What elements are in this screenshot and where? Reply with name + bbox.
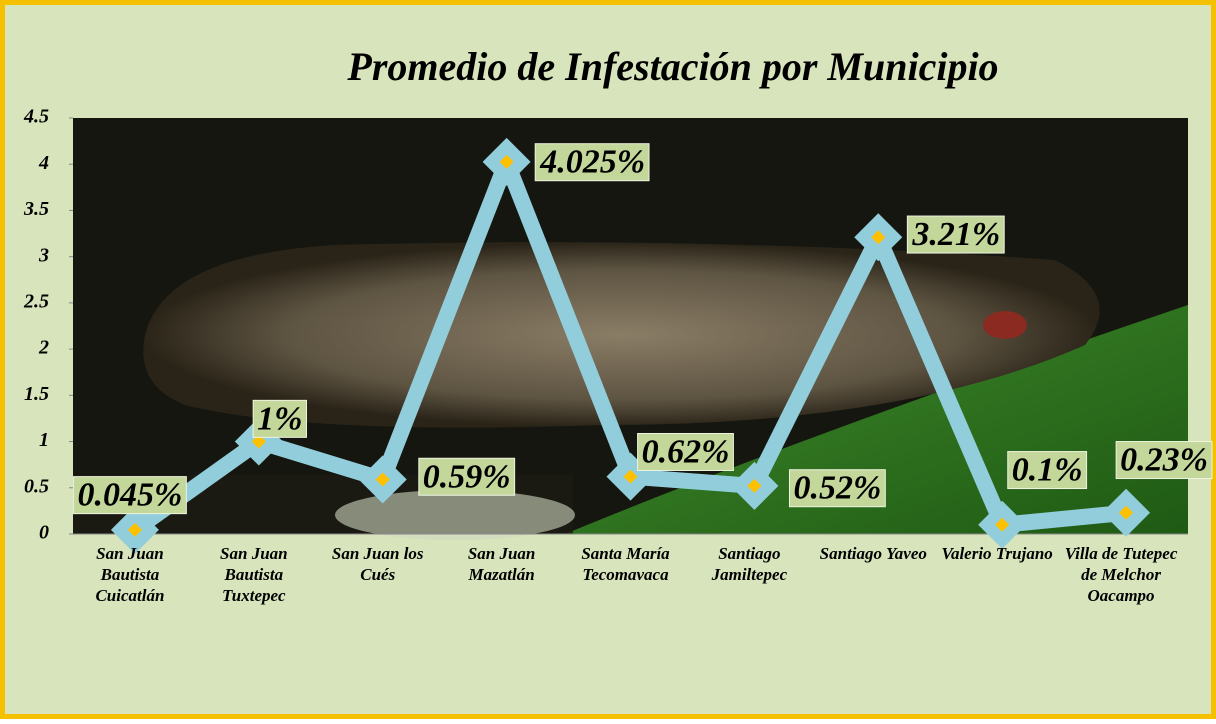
y-tick-label: 0 <box>39 522 49 544</box>
y-tick-label: 1.5 <box>24 383 49 405</box>
x-tick-label: San Juan Bautista Tuxtepec <box>220 544 288 605</box>
marker <box>358 455 407 504</box>
data-label-box <box>1007 451 1088 490</box>
x-tick-label: San Juan Mazatlán <box>467 544 536 584</box>
x-tick-label: Valerio Trujano <box>941 544 1053 563</box>
marker-inner <box>623 469 638 484</box>
y-tick-label: 0.5 <box>24 475 49 497</box>
data-label-box <box>252 399 307 438</box>
data-label-box <box>73 476 187 515</box>
data-label-box <box>906 215 1005 254</box>
marker-inner <box>375 472 390 487</box>
data-label-box <box>1115 441 1213 480</box>
marker <box>730 461 779 510</box>
x-tick-label: Santiago Yaveo <box>819 544 927 563</box>
marker-inner <box>127 522 142 537</box>
y-tick-label: 4 <box>38 152 49 174</box>
data-label: 0.1% <box>1012 452 1083 489</box>
marker <box>1102 488 1151 537</box>
y-tick-label: 4.5 <box>23 106 49 128</box>
data-label: 1% <box>257 400 302 437</box>
y-tick-label: 1 <box>39 429 49 451</box>
chart-title: Promedio de Infestación por Municipio <box>346 44 998 89</box>
data-label: 3.21% <box>911 216 1000 253</box>
data-label-box <box>534 143 650 182</box>
marker <box>482 137 531 186</box>
x-tick-label: Santa María Tecomavaca <box>581 544 670 584</box>
marker-inner <box>747 478 762 493</box>
data-label: 0.045% <box>78 477 183 514</box>
marker-inner <box>871 230 886 245</box>
marker <box>854 213 903 262</box>
marker-inner <box>251 434 266 449</box>
data-label: 4.025% <box>539 144 645 181</box>
x-tick-label: San Juan Bautista Cuicatlán <box>95 544 165 605</box>
marker-inner <box>1119 505 1134 520</box>
marker-inner <box>499 154 514 169</box>
data-label-box <box>637 432 734 471</box>
chart: Promedio de Infestación por Municipio 0 0… <box>23 44 1213 554</box>
y-tick-label: 2 <box>38 337 49 359</box>
y-tick-label: 3 <box>38 244 49 266</box>
x-tick-label: Santiago Jamiltepec <box>711 544 788 584</box>
data-label: 0.59% <box>423 458 511 495</box>
y-tick-label: 3.5 <box>23 198 49 220</box>
marker-inner <box>995 517 1010 532</box>
data-label: 0.52% <box>793 470 881 507</box>
data-label: 0.23% <box>1120 442 1208 479</box>
marker <box>978 500 1027 549</box>
marker <box>234 417 283 466</box>
marker <box>110 505 159 554</box>
data-label-box <box>418 457 516 496</box>
y-tick-label: 2.5 <box>23 290 49 312</box>
data-label: 0.62% <box>642 433 730 470</box>
x-tick-label: Villa de Tutepec de Melchor Oacampo <box>1064 544 1178 605</box>
x-tick-label: San Juan los Cués <box>331 544 424 584</box>
data-label-box <box>788 469 886 508</box>
